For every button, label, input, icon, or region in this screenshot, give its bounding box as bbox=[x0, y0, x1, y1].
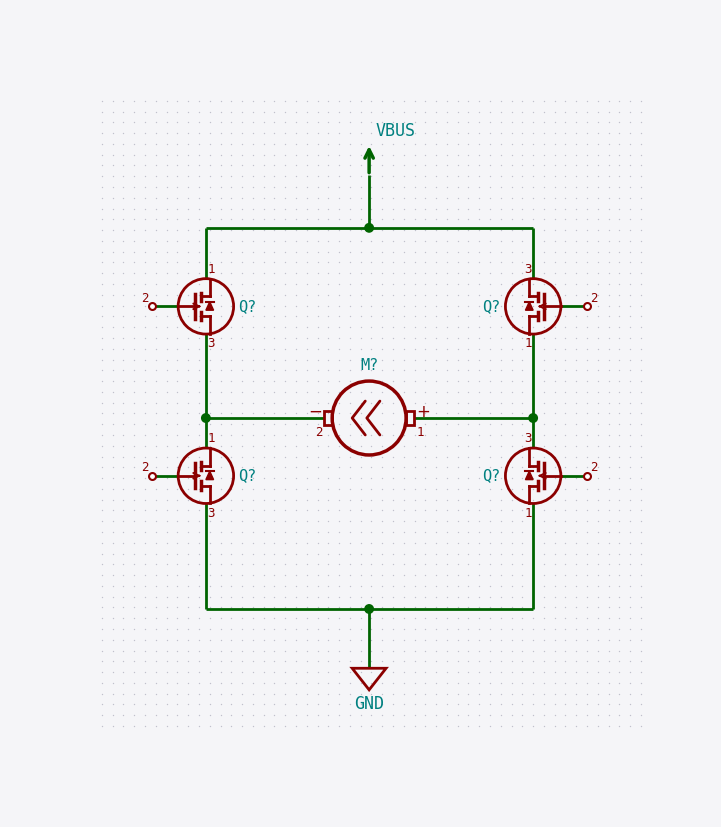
Text: M?: M? bbox=[360, 358, 379, 373]
Polygon shape bbox=[206, 471, 213, 480]
Text: Q?: Q? bbox=[482, 468, 501, 483]
Text: 3: 3 bbox=[524, 432, 531, 445]
Text: VBUS: VBUS bbox=[376, 122, 415, 140]
Circle shape bbox=[202, 414, 210, 423]
Text: Q?: Q? bbox=[482, 299, 501, 314]
Text: Q?: Q? bbox=[238, 468, 257, 483]
Text: 1: 1 bbox=[524, 507, 531, 519]
Text: 1: 1 bbox=[524, 337, 531, 350]
Bar bbox=[324, 411, 332, 425]
Text: 3: 3 bbox=[208, 337, 215, 350]
Text: +: + bbox=[416, 403, 430, 421]
Text: 1: 1 bbox=[208, 262, 215, 275]
Polygon shape bbox=[526, 302, 533, 310]
Circle shape bbox=[365, 605, 373, 613]
Text: 2: 2 bbox=[141, 461, 149, 474]
Bar bbox=[406, 411, 414, 425]
Text: GND: GND bbox=[354, 696, 384, 713]
Text: 3: 3 bbox=[524, 262, 531, 275]
Text: −: − bbox=[309, 403, 322, 421]
Polygon shape bbox=[526, 471, 533, 480]
Circle shape bbox=[529, 414, 537, 423]
Text: Q?: Q? bbox=[238, 299, 257, 314]
Text: 2: 2 bbox=[141, 292, 149, 305]
Text: 1: 1 bbox=[416, 426, 424, 438]
Circle shape bbox=[365, 223, 373, 232]
Text: 1: 1 bbox=[208, 432, 215, 445]
Text: 2: 2 bbox=[314, 426, 322, 438]
Text: 2: 2 bbox=[590, 461, 598, 474]
Text: 3: 3 bbox=[208, 507, 215, 519]
Polygon shape bbox=[206, 302, 213, 310]
Text: 2: 2 bbox=[590, 292, 598, 305]
